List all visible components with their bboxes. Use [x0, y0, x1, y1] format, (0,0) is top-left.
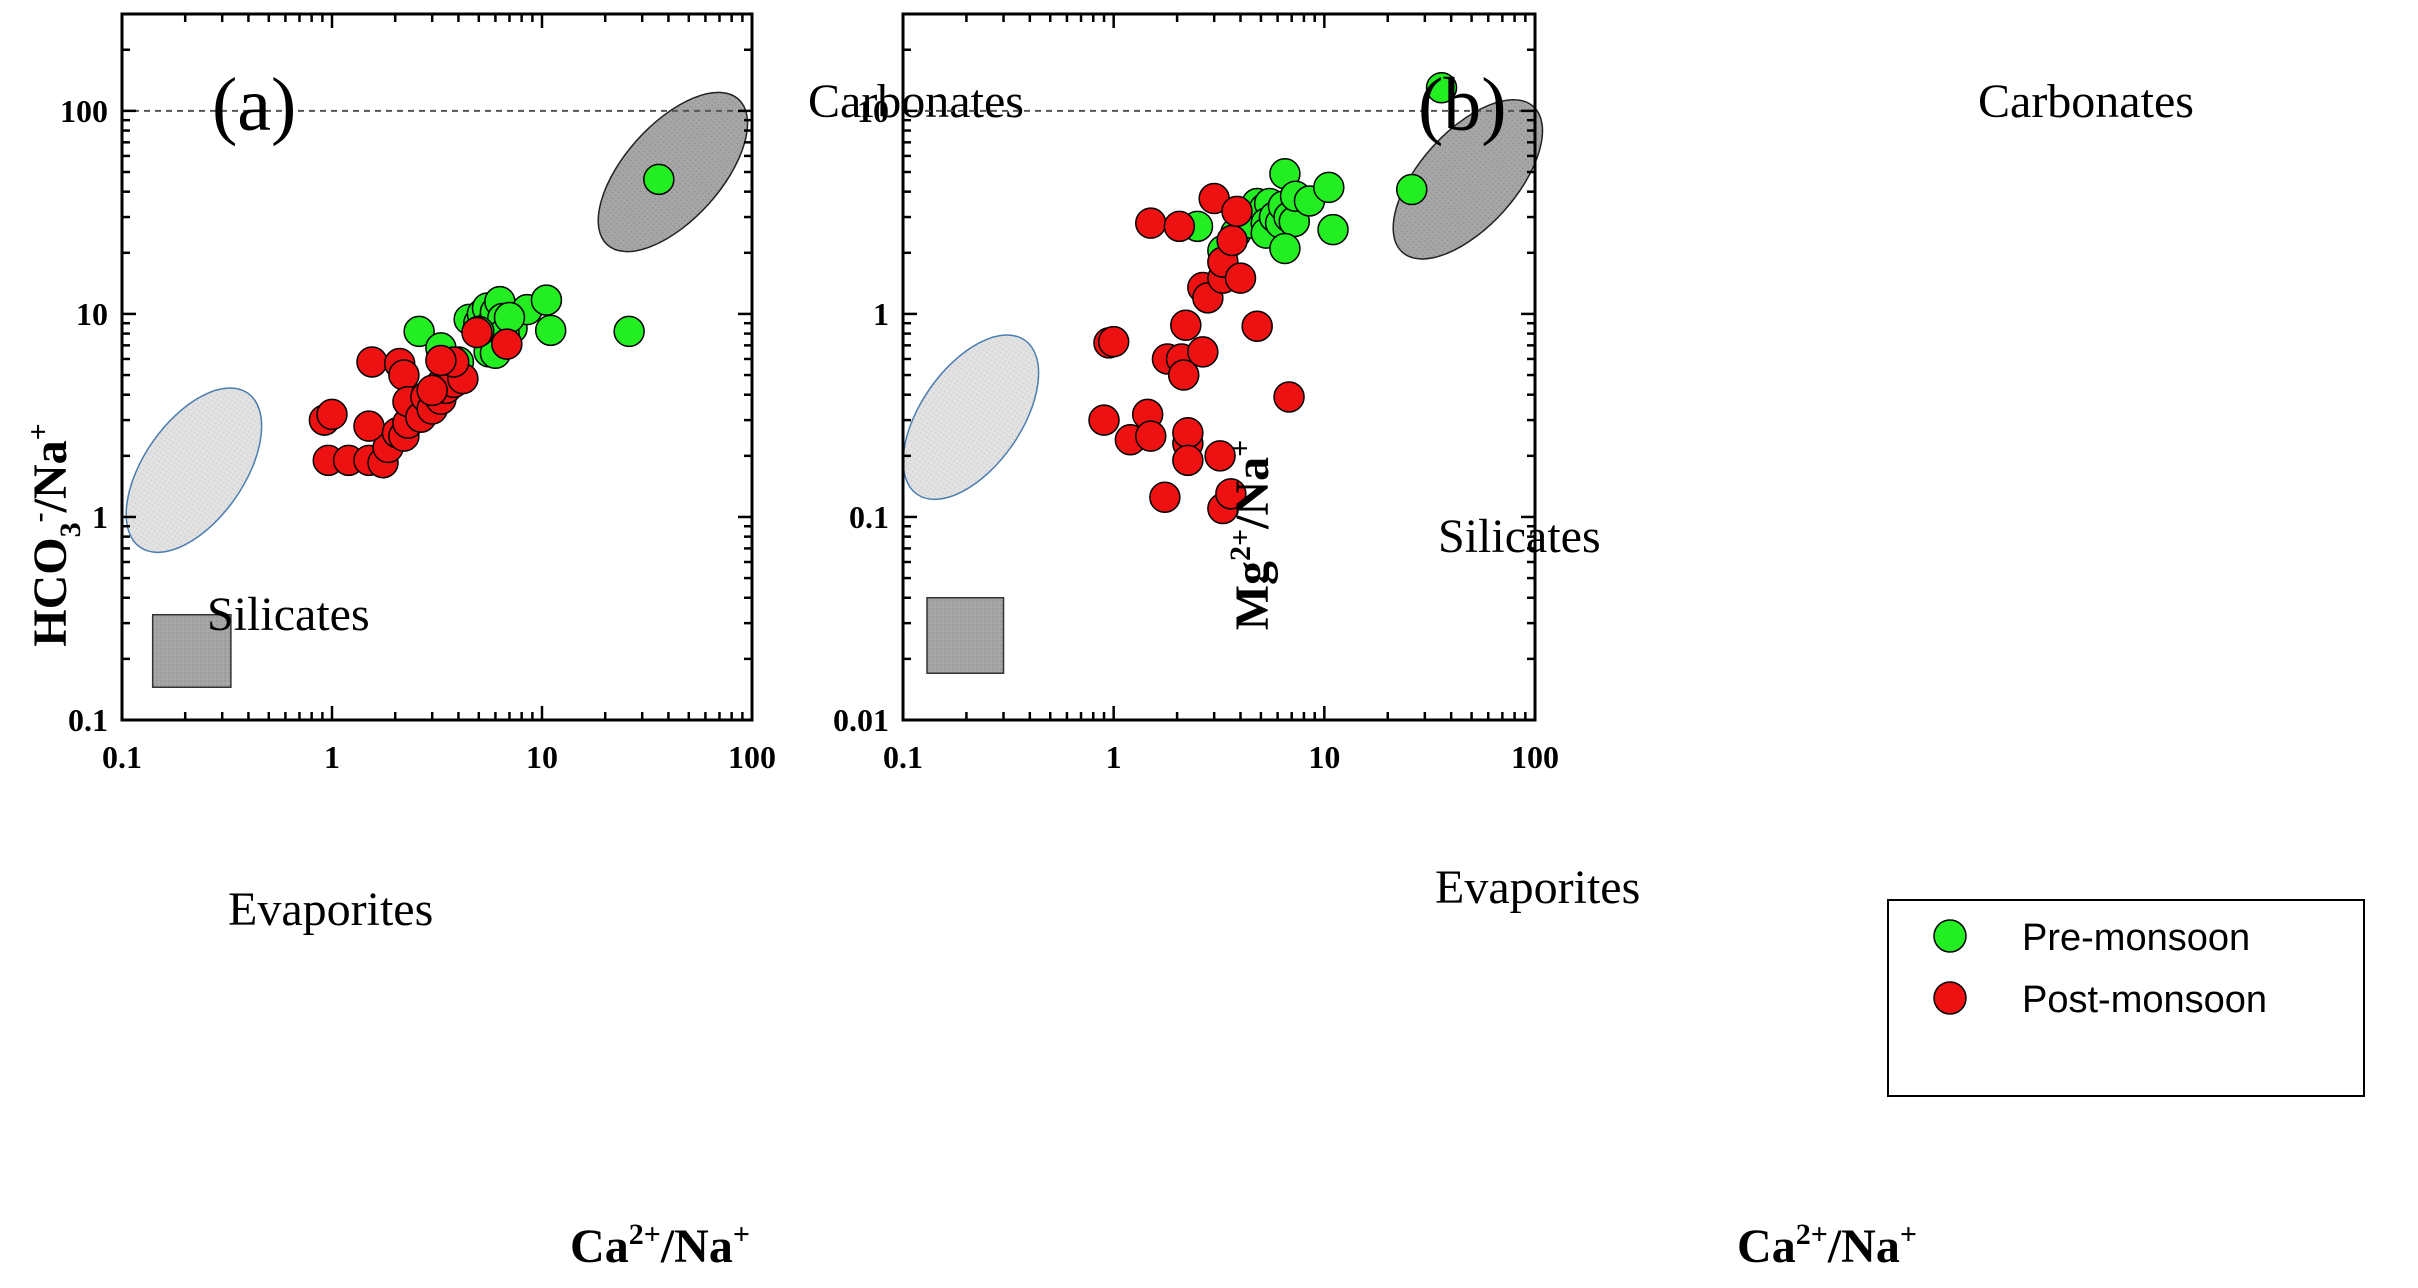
- x-tick-label: 10: [526, 739, 558, 775]
- post-monsoon-point: [1241, 310, 1273, 342]
- x-tick-label: 1: [1106, 739, 1122, 775]
- x-tick-label: 100: [728, 739, 776, 775]
- region-silicates-ellipse: [125, 387, 263, 554]
- region-carbonates-ellipse: [1392, 99, 1544, 260]
- post-monsoon-point: [1135, 420, 1167, 452]
- post-monsoon-point: [388, 359, 420, 391]
- post-monsoon-point: [1187, 336, 1219, 368]
- pre-monsoon-point: [530, 284, 563, 316]
- post-monsoon-point: [491, 328, 523, 360]
- plot-frame: [120, 12, 754, 722]
- post-monsoon-point: [1215, 478, 1247, 510]
- legend-pre-monsoon-label: Pre-monsoon: [2022, 917, 2250, 959]
- region-silicates-ellipse: [902, 334, 1040, 501]
- region-label-silicates: Silicates: [207, 588, 370, 641]
- pre-monsoon-point: [1313, 171, 1345, 204]
- post-monsoon-point: [1170, 309, 1202, 341]
- pre-monsoon-point: [613, 315, 645, 348]
- post-monsoon-point: [1088, 404, 1120, 436]
- pre-monsoon-point: [534, 314, 567, 347]
- x-tick-label: 0.1: [883, 739, 923, 775]
- region-carbonates-ellipse: [597, 91, 749, 253]
- y-tick-label: 0.1: [68, 702, 108, 738]
- x-tick-label: 10: [1308, 739, 1340, 775]
- legend-post-monsoon-label: Post-monsoon: [2022, 979, 2267, 1021]
- pre-monsoon-point: [643, 163, 675, 196]
- post-monsoon-point: [1167, 359, 1200, 391]
- y-tick-label: 10: [76, 296, 108, 332]
- region-label-silicates: Silicates: [1438, 510, 1601, 563]
- x-tick-label: 1: [324, 739, 340, 775]
- y-tick-label: 1: [92, 499, 108, 535]
- post-monsoon-point: [416, 374, 448, 407]
- y-tick-label: 10: [857, 93, 889, 129]
- post-monsoon-point: [1149, 481, 1181, 514]
- region-label-evaporites: Evaporites: [1435, 861, 1640, 914]
- post-monsoon-point: [1172, 444, 1204, 477]
- post-monsoon-point: [425, 344, 457, 377]
- x-axis-title: Ca2+/Na+: [570, 1218, 750, 1273]
- panel-label: (a): [212, 63, 296, 147]
- x-tick-label: 100: [1511, 739, 1559, 775]
- legend-post-monsoon-marker: [1933, 981, 1967, 1015]
- post-monsoon-point: [1172, 416, 1204, 449]
- post-monsoon-point: [1224, 262, 1257, 294]
- pre-monsoon-point: [493, 301, 526, 334]
- post-monsoon-point: [1216, 224, 1248, 257]
- y-axis-title: HCO3-/Na+: [22, 423, 87, 646]
- region-label-carbonates: Carbonates: [808, 75, 1024, 128]
- region-evaporites-rect: [151, 613, 232, 688]
- post-monsoon-point: [353, 410, 385, 442]
- plot-frame: [901, 12, 1537, 722]
- legend: Pre-monsoon Post-monsoon: [1887, 899, 2365, 1097]
- x-axis-title: Ca2+/Na+: [1737, 1218, 1917, 1273]
- post-monsoon-point: [316, 398, 348, 431]
- post-monsoon-point: [1135, 207, 1167, 239]
- pre-monsoon-point: [1425, 71, 1458, 104]
- region-evaporites-rect: [926, 597, 1005, 674]
- panel-label: (b): [1418, 63, 1507, 147]
- post-monsoon-point: [1097, 325, 1130, 358]
- region-label-carbonates: Carbonates: [1978, 75, 2194, 128]
- y-tick-label: 0.01: [833, 702, 889, 738]
- pre-monsoon-point: [1317, 213, 1349, 246]
- y-axis-title: Mg2+/Na+: [1224, 440, 1279, 631]
- post-monsoon-point: [1221, 195, 1253, 228]
- post-monsoon-point: [461, 316, 493, 349]
- y-tick-label: 1: [873, 296, 889, 332]
- region-label-evaporites: Evaporites: [228, 883, 433, 936]
- post-monsoon-point: [356, 346, 388, 378]
- pre-monsoon-point: [1396, 173, 1428, 206]
- pre-monsoon-point: [403, 315, 435, 348]
- post-monsoon-point: [1273, 381, 1305, 413]
- post-monsoon-point: [1163, 210, 1196, 243]
- y-tick-label: 0.1: [849, 499, 889, 535]
- panel-a: 0.1 1 10 100 0.1 1 10 100 (a) Carbonates Silica…: [22, 12, 1024, 1273]
- y-tick-label: 100: [60, 93, 108, 129]
- pre-monsoon-point: [1269, 232, 1301, 265]
- x-tick-label: 0.1: [102, 739, 142, 775]
- post-monsoon-point: [1204, 440, 1236, 472]
- legend-pre-monsoon-marker: [1933, 919, 1967, 953]
- legend-box: [1887, 899, 2365, 1097]
